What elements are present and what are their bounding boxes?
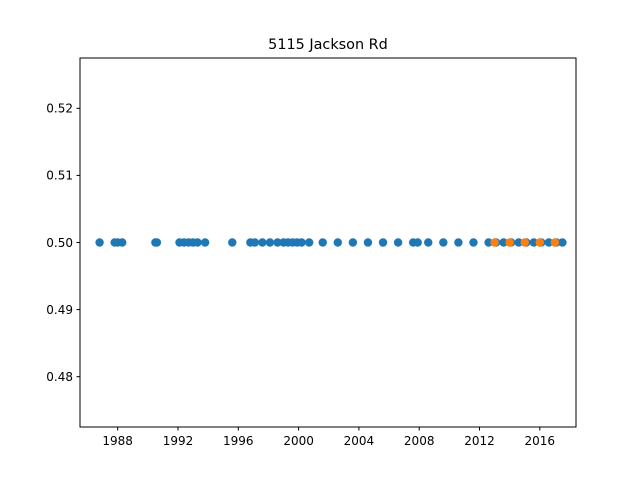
scatter-point-0-25 <box>333 238 342 247</box>
scatter-point-1-1 <box>505 238 514 247</box>
scatter-point-0-36 <box>484 238 493 247</box>
scatter-point-0-42 <box>529 238 538 247</box>
axes-frame <box>79 57 577 428</box>
scatter-point-0-31 <box>413 238 422 247</box>
scatter-point-0-5 <box>152 238 162 247</box>
x-tick-label-4: 2004 <box>344 434 375 448</box>
plot-area <box>95 238 567 247</box>
y-tick-label-4: 0.52 <box>46 102 73 116</box>
scatter-point-0-22 <box>297 238 306 247</box>
scatter-point-0-3 <box>118 238 127 247</box>
scatter-point-0-17 <box>273 238 282 247</box>
scatter-point-0-32 <box>424 238 433 247</box>
scatter-point-0-33 <box>439 238 448 247</box>
scatter-point-0-40 <box>514 238 523 247</box>
x-tick-label-2: 1996 <box>223 434 254 448</box>
scatter-point-0-14 <box>250 238 260 247</box>
y-tick-label-1: 0.49 <box>46 303 73 317</box>
scatter-point-0-0 <box>95 238 104 247</box>
x-tick-label-3: 2000 <box>283 434 314 448</box>
scatter-point-0-38 <box>499 238 508 247</box>
x-tick-label-7: 2016 <box>525 434 556 448</box>
x-tick-label-6: 2012 <box>464 434 495 448</box>
scatter-point-0-29 <box>393 238 403 247</box>
scatter-point-0-10 <box>193 238 202 247</box>
x-axis: 1988 1992 1996 2000 2004 2008 2012 2016 <box>102 427 555 448</box>
scatter-point-1-3 <box>535 238 545 247</box>
scatter-point-0-12 <box>228 238 237 247</box>
scatter-point-1-4 <box>550 238 560 247</box>
scatter-point-0-26 <box>348 238 358 247</box>
y-tick-label-0: 0.48 <box>46 370 73 384</box>
scatter-point-0-15 <box>258 238 267 247</box>
scatter-point-1-0 <box>490 238 499 247</box>
scatter-point-0-16 <box>265 238 275 247</box>
scatter-point-0-11 <box>200 238 210 247</box>
y-axis: 0.48 0.49 0.50 0.51 0.52 <box>46 102 80 384</box>
scatter-point-0-24 <box>318 238 327 247</box>
scatter-point-1-2 <box>520 238 529 247</box>
x-tick-label-0: 1988 <box>102 434 133 448</box>
scatter-point-0-34 <box>454 238 463 247</box>
scatter-point-0-35 <box>469 238 478 247</box>
scatter-point-0-46 <box>558 238 567 247</box>
y-tick-label-3: 0.51 <box>46 169 73 183</box>
chart-title: 5115 Jackson Rd <box>268 37 388 53</box>
x-tick-label-5: 2008 <box>404 434 435 448</box>
scatter-point-0-28 <box>378 238 388 247</box>
y-tick-label-2: 0.50 <box>46 236 73 250</box>
scatter-point-0-23 <box>304 238 314 247</box>
x-tick-label-1: 1992 <box>163 434 194 448</box>
scatter-point-0-27 <box>363 238 373 247</box>
scatter-point-0-44 <box>544 238 554 247</box>
